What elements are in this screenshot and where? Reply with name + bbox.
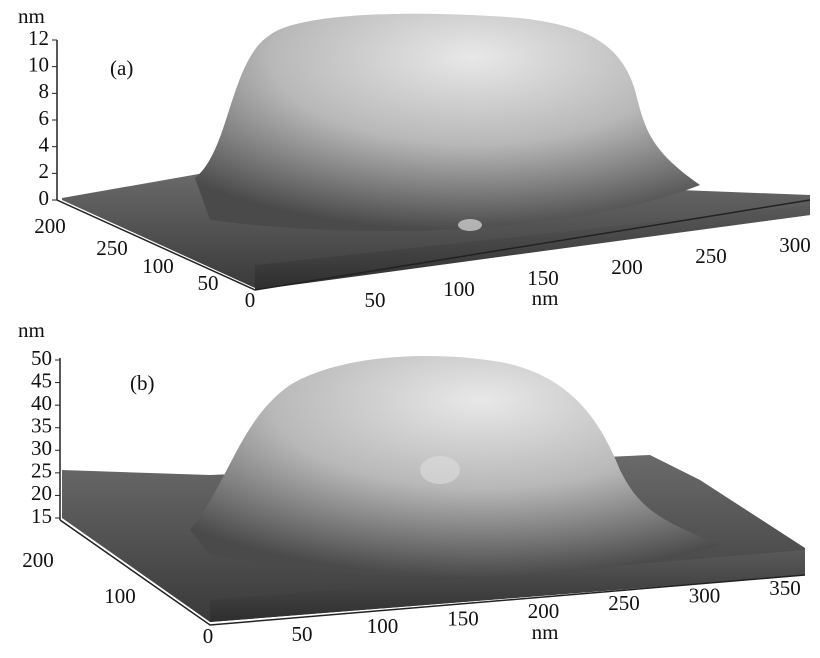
figure: nm(a)02468101220025010050050100150200250… bbox=[0, 0, 820, 658]
z-tick-label: 45 bbox=[31, 368, 52, 392]
z-tick-label: 30 bbox=[31, 436, 52, 460]
z-tick-label: 25 bbox=[31, 459, 52, 483]
z-tick-label: 50 bbox=[31, 346, 52, 370]
x-tick-label: 350 bbox=[769, 576, 801, 600]
z-tick-label: 12 bbox=[28, 26, 49, 50]
surface-b bbox=[62, 356, 805, 622]
x-tick-label: 50 bbox=[365, 288, 386, 312]
z-tick-label: 0 bbox=[39, 186, 50, 210]
x-tick-label: 100 bbox=[443, 277, 475, 301]
z-tick-label: 20 bbox=[31, 481, 52, 505]
z-tick-label: 15 bbox=[31, 504, 52, 528]
z-tick-label: 35 bbox=[31, 414, 52, 438]
depth-tick-label: 250 bbox=[96, 236, 128, 260]
x-tick-label: 250 bbox=[608, 591, 640, 615]
z-tick-label: 4 bbox=[39, 132, 50, 156]
z-unit: nm bbox=[18, 4, 45, 28]
panel-label: (b) bbox=[130, 371, 155, 395]
panel-label: (a) bbox=[110, 56, 133, 80]
x-tick-label: 250 bbox=[695, 244, 727, 268]
x-tick-label: 300 bbox=[689, 583, 721, 607]
x-unit: nm bbox=[532, 286, 559, 310]
depth-tick-label: 200 bbox=[34, 214, 66, 238]
x-unit: nm bbox=[532, 620, 559, 644]
z-unit: nm bbox=[18, 318, 45, 342]
z-tick-label: 6 bbox=[39, 106, 50, 130]
x-tick-label: 50 bbox=[292, 622, 313, 646]
x-tick-label: 300 bbox=[779, 233, 811, 257]
depth-tick-label: 100 bbox=[104, 584, 136, 608]
z-tick-label: 40 bbox=[31, 391, 52, 415]
z-tick-label: 10 bbox=[28, 52, 49, 76]
x-tick-label: 150 bbox=[447, 606, 479, 630]
depth-tick-label: 0 bbox=[245, 288, 256, 312]
z-tick-label: 8 bbox=[39, 79, 50, 103]
depth-tick-label: 50 bbox=[198, 271, 219, 295]
depth-tick-label: 200 bbox=[22, 548, 54, 572]
x-tick-label: 100 bbox=[367, 614, 399, 638]
depth-tick-label: 100 bbox=[142, 254, 174, 278]
z-tick-label: 2 bbox=[39, 159, 50, 183]
x-tick-label: 200 bbox=[611, 255, 643, 279]
depth-tick-label: 0 bbox=[203, 624, 214, 648]
